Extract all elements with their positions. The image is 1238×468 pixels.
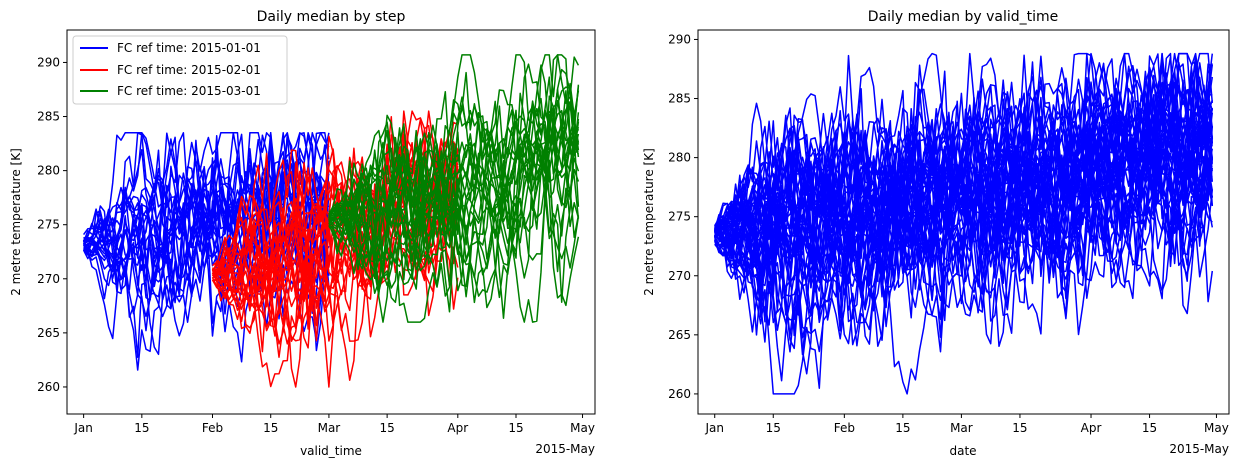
series-line bbox=[82, 151, 330, 296]
y-tick-label: 290 bbox=[37, 55, 60, 69]
x-tick-label: 15 bbox=[895, 421, 910, 435]
series-line bbox=[713, 84, 1214, 281]
axes-frame bbox=[697, 29, 1230, 415]
legend-box bbox=[72, 35, 288, 105]
x-tick-label: 15 bbox=[508, 421, 523, 435]
y-tick-label: 260 bbox=[37, 380, 60, 394]
series-line bbox=[328, 113, 580, 280]
x-tick-label: 15 bbox=[1142, 421, 1157, 435]
x-tick-label: 15 bbox=[379, 421, 394, 435]
x-axis-label: valid_time bbox=[300, 444, 362, 458]
series-line bbox=[212, 170, 459, 312]
chart-panel-valid-time: Daily median by valid_time date 2015-May… bbox=[642, 9, 1230, 458]
x-tick-label: Feb bbox=[202, 421, 223, 435]
y-axis-label: 2 metre temperature [K] bbox=[9, 148, 23, 296]
series-line bbox=[328, 54, 580, 296]
x-tick-label: 15 bbox=[134, 421, 149, 435]
y-tick-label: 270 bbox=[37, 272, 60, 286]
legend-label: FC ref time: 2015-03-01 bbox=[117, 84, 261, 98]
series-line bbox=[714, 52, 1213, 323]
series-line bbox=[328, 90, 580, 319]
x-axis-label: date bbox=[949, 444, 976, 458]
legend-label: FC ref time: 2015-01-01 bbox=[117, 41, 261, 55]
series-line bbox=[714, 54, 1214, 301]
chart-panel-step: Daily median by step valid_time 2015-May… bbox=[9, 9, 596, 458]
y-tick-label: 275 bbox=[37, 218, 60, 232]
y-axis-label: 2 metre temperature [K] bbox=[642, 148, 656, 296]
x-tick-label: Jan bbox=[704, 421, 724, 435]
x-tick-label: May bbox=[570, 421, 595, 435]
x-axis-offset-label: 2015-May bbox=[535, 442, 595, 456]
x-tick-label: Jan bbox=[73, 421, 93, 435]
x-axis-ticks: Jan 15 Feb 15 Mar 15 Apr 15 May bbox=[73, 414, 595, 435]
legend-entry: FC ref time: 2015-03-01 bbox=[80, 84, 261, 98]
x-tick-label: Feb bbox=[834, 421, 855, 435]
y-axis-ticks: 260 265 270 275 280 285 290 bbox=[37, 55, 67, 394]
x-tick-label: 15 bbox=[263, 421, 278, 435]
legend: FC ref time: 2015-01-01 FC ref time: 201… bbox=[72, 35, 288, 105]
x-tick-label: May bbox=[1204, 421, 1229, 435]
legend-entry: FC ref time: 2015-01-01 bbox=[80, 41, 261, 55]
x-axis-offset-label: 2015-May bbox=[1169, 442, 1229, 456]
series-line bbox=[714, 52, 1214, 318]
legend-entry: FC ref time: 2015-02-01 bbox=[80, 63, 261, 77]
chart-title: Daily median by valid_time bbox=[868, 9, 1059, 25]
y-tick-label: 275 bbox=[668, 210, 691, 224]
y-tick-label: 280 bbox=[37, 164, 60, 178]
y-tick-label: 270 bbox=[668, 269, 691, 283]
series-line bbox=[328, 63, 580, 243]
y-tick-label: 265 bbox=[668, 328, 691, 342]
series-line bbox=[328, 109, 580, 272]
series-line bbox=[714, 73, 1214, 325]
x-axis-ticks: Jan 15 Feb 15 Mar 15 Apr 15 May bbox=[704, 414, 1229, 435]
x-tick-label: 15 bbox=[766, 421, 781, 435]
y-tick-label: 260 bbox=[668, 387, 691, 401]
legend-label: FC ref time: 2015-02-01 bbox=[117, 63, 261, 77]
series-lines bbox=[82, 54, 580, 388]
x-tick-label: Apr bbox=[447, 421, 468, 435]
series-line bbox=[83, 132, 330, 281]
x-tick-label: Apr bbox=[1081, 421, 1102, 435]
y-tick-label: 265 bbox=[37, 326, 60, 340]
x-tick-label: Mar bbox=[318, 421, 341, 435]
y-tick-label: 285 bbox=[668, 92, 691, 106]
y-tick-label: 290 bbox=[668, 32, 691, 46]
x-tick-label: 15 bbox=[1012, 421, 1027, 435]
y-tick-label: 285 bbox=[37, 110, 60, 124]
series-line bbox=[328, 54, 580, 239]
series-line bbox=[714, 84, 1214, 272]
y-axis-ticks: 260 265 270 275 280 285 290 bbox=[668, 32, 698, 401]
series-line bbox=[328, 90, 580, 323]
series-line bbox=[714, 98, 1213, 288]
x-tick-label: Mar bbox=[950, 421, 973, 435]
axes-frame bbox=[66, 29, 596, 415]
y-tick-label: 280 bbox=[668, 151, 691, 165]
chart-title: Daily median by step bbox=[257, 9, 406, 25]
series-lines bbox=[713, 52, 1214, 395]
